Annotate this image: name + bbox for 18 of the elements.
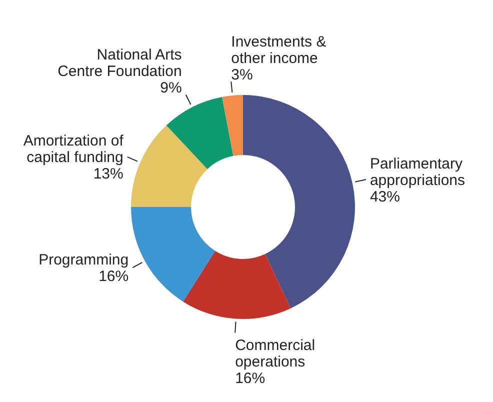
slice-label: Parliamentary appropriations: [370, 155, 466, 189]
donut-slice: [131, 125, 208, 207]
data-label: 43%: [370, 188, 400, 206]
slice-label: Amortization of capital funding: [23, 132, 124, 166]
slice-label: Investments & other income: [231, 34, 326, 68]
slice-label: National Arts Centre Foundation: [58, 46, 182, 80]
slice-label: Commercial operations: [235, 336, 316, 370]
donut-slice: [182, 250, 291, 319]
donut-slice: [166, 96, 234, 170]
donut-slice: [131, 207, 216, 302]
data-label: 9%: [160, 80, 182, 97]
donut-slice: [222, 95, 243, 156]
slice-label: Programming: [38, 252, 129, 269]
data-label: 16%: [98, 268, 129, 286]
data-label: 13%: [93, 166, 124, 183]
donut-slice: [243, 95, 355, 308]
data-label: 3%: [231, 66, 253, 84]
data-label: 16%: [235, 370, 266, 387]
